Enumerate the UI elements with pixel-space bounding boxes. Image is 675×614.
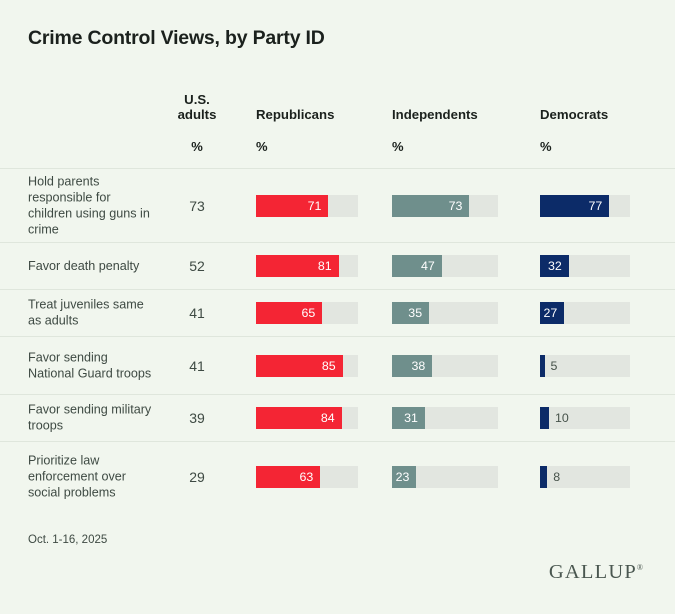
bar-fill-republicans [256, 302, 323, 324]
bar-fill-republicans [256, 465, 321, 488]
bar-group-democrats: 5 [540, 354, 630, 377]
bar-value-label-independents: 31 [404, 411, 418, 425]
column-header-republicans-pct: % [256, 139, 268, 154]
page-title: Crime Control Views, by Party ID [28, 27, 325, 49]
table-row: Favor death penalty 52 81 47 32 [0, 242, 675, 289]
bar-fill-democrats [540, 354, 545, 377]
bar-group-republicans: 71 [256, 194, 358, 217]
table-row: Hold parents responsible for children us… [0, 168, 675, 242]
bar-group-republicans: 81 [256, 255, 358, 277]
bar-fill-democrats [540, 255, 569, 277]
bar-group-republicans: 84 [256, 407, 358, 429]
column-header-republicans: Republicans % [256, 107, 334, 154]
column-header-democrats-pct: % [540, 139, 552, 154]
bar-value-label-democrats: 32 [548, 259, 562, 273]
bar-group-republicans: 63 [256, 465, 358, 488]
trademark-icon: ® [636, 563, 643, 573]
column-header-independents-pct: % [392, 139, 404, 154]
bar-fill-democrats [540, 194, 610, 217]
column-header-us-adults: U.S. adults % [165, 92, 229, 154]
bar-group-independents: 47 [392, 255, 498, 277]
row-label: Favor sending National Guard troops [28, 350, 152, 381]
column-header-independents-label: Independents [392, 107, 478, 122]
bar-group-independents: 73 [392, 194, 498, 217]
column-header-band: U.S. adults % Republicans % Independents… [0, 88, 675, 168]
bar-value-label-independents: 35 [408, 306, 423, 320]
bar-value-label-republicans: 65 [301, 306, 316, 320]
bar-fill-democrats [540, 407, 549, 429]
bar-value-label-democrats: 27 [543, 306, 558, 320]
bar-group-independents: 23 [392, 465, 498, 488]
column-header-independents: Independents % [392, 107, 478, 154]
us-adults-value: 41 [189, 357, 205, 374]
row-label: Favor sending military troops [28, 402, 152, 433]
bar-value-label-independents: 38 [411, 358, 426, 373]
row-label: Hold parents responsible for children us… [28, 173, 150, 237]
bar-value-label-democrats: 77 [588, 198, 603, 213]
us-adults-value: 39 [189, 410, 205, 426]
bar-value-label-independents: 23 [395, 469, 410, 484]
bar-fill-independents [392, 407, 425, 429]
bar-value-label-independents: 47 [421, 259, 435, 273]
gallup-logo-text: GALLUP [548, 561, 637, 583]
bar-group-independents: 31 [392, 407, 498, 429]
bar-group-democrats: 8 [540, 465, 630, 488]
bar-value-label-democrats: 5 [550, 358, 558, 373]
bar-value-label-republicans: 81 [317, 259, 332, 273]
bar-group-republicans: 65 [256, 302, 358, 324]
bar-track [392, 465, 498, 488]
bar-group-independents: 35 [392, 302, 498, 324]
bar-value-label-republicans: 85 [321, 358, 336, 373]
us-adults-value: 73 [189, 197, 205, 214]
column-header-us-adults-pct: % [191, 139, 203, 154]
bar-group-republicans: 85 [256, 354, 358, 377]
bar-value-label-independents: 73 [448, 198, 463, 213]
us-adults-value: 29 [189, 468, 205, 485]
table-row: Treat juveniles same as adults 41 65 35 27 [0, 289, 675, 336]
bar-group-democrats: 77 [540, 194, 630, 217]
bar-fill-republicans [256, 255, 339, 277]
bar-value-label-republicans: 63 [299, 469, 314, 484]
table-row: Prioritize law enforcement over social p… [0, 441, 675, 511]
bar-value-label-republicans: 84 [320, 411, 335, 425]
column-header-republicans-label: Republicans [256, 107, 335, 122]
column-header-democrats: Democrats % [540, 107, 608, 154]
bar-fill-republicans [256, 407, 342, 429]
bar-fill-republicans [256, 194, 329, 217]
bar-value-label-republicans: 71 [307, 198, 322, 213]
bar-track [540, 354, 630, 377]
bar-fill-independents [392, 465, 417, 488]
us-adults-value: 41 [189, 305, 205, 321]
bar-track [540, 407, 630, 429]
us-adults-value: 52 [189, 258, 205, 274]
bar-fill-independents [392, 255, 442, 277]
column-header-democrats-label: Democrats [540, 107, 609, 122]
column-header-us-adults-label: U.S. adults [177, 92, 217, 122]
row-label: Treat juveniles same as adults [28, 297, 144, 328]
bar-fill-republicans [256, 354, 343, 377]
row-label: Favor death penalty [28, 258, 140, 273]
bar-fill-independents [392, 302, 430, 324]
bar-fill-independents [392, 194, 470, 217]
date-range-note: Oct. 1-16, 2025 [28, 534, 108, 546]
bar-value-label-democrats: 8 [553, 469, 561, 484]
bar-track [540, 465, 630, 488]
bar-group-democrats: 32 [540, 255, 630, 277]
table-row: Favor sending National Guard troops 41 85 3… [0, 336, 675, 394]
bar-fill-democrats [540, 465, 548, 488]
chart-rows: Hold parents responsible for children us… [0, 168, 675, 511]
gallup-logo: GALLUP® [549, 561, 643, 584]
bar-group-democrats: 10 [540, 407, 630, 429]
bar-fill-democrats [540, 302, 565, 324]
bar-value-label-democrats: 10 [555, 411, 569, 425]
bar-group-independents: 38 [392, 354, 498, 377]
bar-fill-independents [392, 354, 433, 377]
row-label: Prioritize law enforcement over social p… [28, 453, 127, 500]
table-row: Favor sending military troops 39 84 31 10 [0, 394, 675, 441]
bar-group-democrats: 27 [540, 302, 630, 324]
